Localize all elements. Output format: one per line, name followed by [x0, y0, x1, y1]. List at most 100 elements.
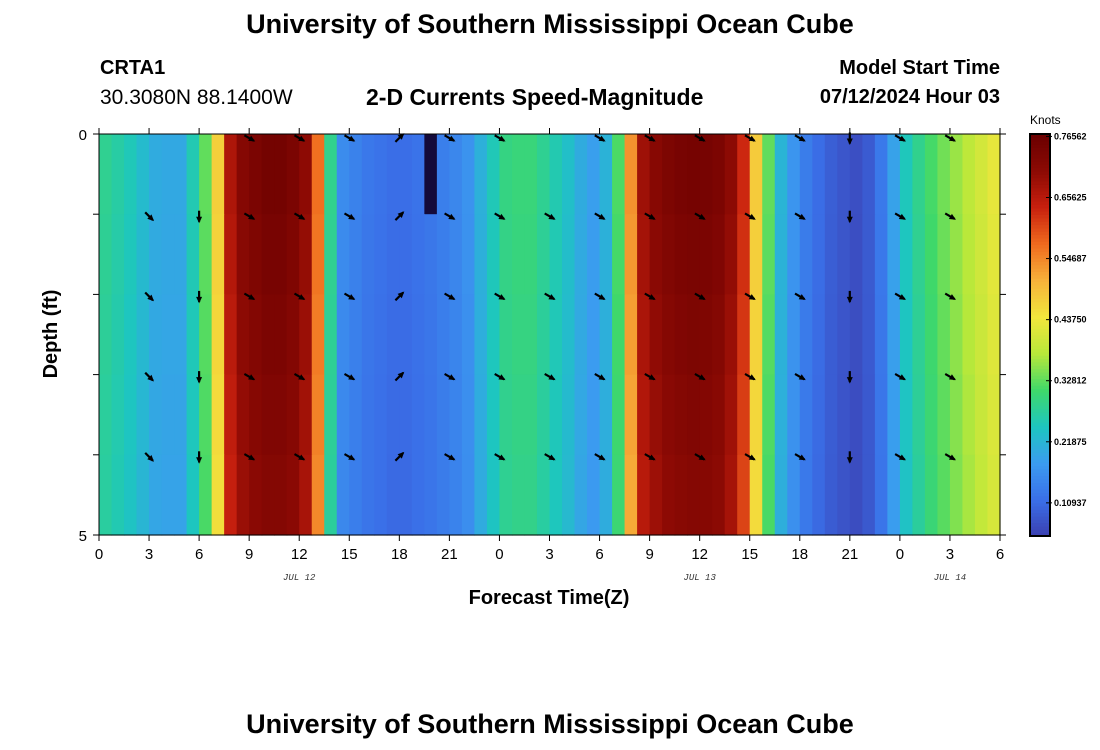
heatmap-cell [286, 374, 300, 456]
heatmap-cell [724, 294, 738, 376]
heatmap-cell [812, 374, 826, 456]
current-arrow [394, 291, 405, 302]
heatmap-cell [124, 294, 138, 376]
heatmap-cell [674, 214, 688, 295]
heatmap-cell [937, 214, 951, 295]
heatmap-cell [461, 294, 476, 376]
current-arrow-head [798, 454, 806, 461]
current-arrow-head [147, 374, 154, 382]
current-arrow [343, 134, 356, 142]
heatmap-cell [136, 134, 150, 215]
heatmap-cell [674, 134, 688, 215]
heatmap-cell [574, 454, 588, 536]
heatmap-cell [111, 454, 125, 536]
colorbar-segment [1030, 314, 1050, 319]
heatmap-cell [574, 214, 588, 295]
heatmap-cell [699, 134, 713, 215]
heatmap-cell [887, 134, 901, 215]
heatmap-cell [987, 134, 1001, 215]
x-tick-label: 12 [691, 546, 708, 563]
heatmap-cell [286, 214, 300, 295]
colorbar-segment [1030, 428, 1050, 433]
current-arrow-head [397, 371, 405, 379]
colorbar-segment [1030, 281, 1050, 286]
heatmap-cell [99, 294, 113, 376]
heatmap-cell [336, 454, 350, 536]
x-tick-label: 12 [291, 546, 308, 563]
heatmap-cell [424, 454, 438, 536]
heatmap-cell [299, 454, 313, 536]
heatmap-cell [899, 134, 913, 215]
colorbar-segment [1030, 137, 1050, 142]
current-arrow [594, 292, 606, 301]
heatmap-cell [511, 374, 526, 456]
colorbar-segment [1030, 405, 1050, 410]
heatmap-cell [849, 454, 863, 536]
heatmap-cell [174, 374, 188, 456]
colorbar-segment [1030, 418, 1050, 423]
colorbar-segment [1030, 244, 1050, 249]
colorbar-segment [1030, 485, 1050, 490]
colorbar-segment [1030, 234, 1050, 239]
heatmap-cell [837, 134, 851, 215]
heatmap-cell [236, 134, 250, 215]
colorbar-segment [1030, 412, 1050, 416]
current-arrow [544, 372, 556, 381]
x-tick-label: 6 [996, 546, 1004, 563]
heatmap-cell [599, 374, 613, 456]
colorbar-segment [1030, 519, 1050, 524]
heatmap-cell [336, 374, 350, 456]
heatmap-cell [737, 374, 751, 456]
heatmap-cell [474, 374, 488, 456]
colorbar-segment [1030, 388, 1050, 393]
heatmap-cell [324, 294, 338, 376]
heatmap-cell [762, 294, 776, 376]
current-arrow-head [598, 135, 606, 142]
heatmap-cell [987, 374, 1001, 456]
colorbar-segment [1030, 288, 1050, 293]
heatmap-cell [349, 454, 363, 536]
colorbar-segment [1030, 150, 1050, 155]
colorbar-segment [1030, 278, 1050, 282]
current-arrow [293, 212, 306, 220]
heatmap-cell [574, 134, 588, 215]
current-arrow [744, 453, 756, 461]
heatmap-cell [349, 214, 363, 295]
heatmap-cell [399, 454, 413, 536]
heatmap-cell [311, 294, 325, 376]
heatmap-cell [474, 294, 488, 376]
heatmap-cell [562, 214, 576, 295]
heatmap-cell [762, 374, 776, 456]
heatmap-cell [799, 294, 813, 376]
heatmap-cell [762, 214, 776, 295]
colorbar-segment [1030, 458, 1050, 463]
colorbar-frame [1029, 133, 1051, 537]
heatmap-cell [299, 214, 313, 295]
x-tick-label: 6 [195, 546, 203, 563]
heatmap-cell [361, 294, 375, 376]
heatmap-cell [724, 374, 738, 456]
heatmap-cell [324, 134, 338, 215]
colorbar-segment [1030, 425, 1050, 430]
heatmap-cell [161, 134, 175, 215]
colorbar-segment [1030, 331, 1050, 336]
current-arrow [794, 134, 806, 142]
heatmap-cell [399, 214, 413, 295]
colorbar-segment [1030, 522, 1050, 527]
current-arrow [343, 292, 356, 301]
current-arrow [944, 212, 956, 220]
heatmap-cell [899, 454, 913, 536]
heatmap-cell [286, 134, 300, 215]
current-arrow-head [298, 454, 306, 461]
colorbar-segment [1030, 160, 1050, 165]
colorbar-segment [1030, 241, 1050, 246]
colorbar-segment [1030, 525, 1050, 530]
current-arrow [243, 292, 256, 301]
heatmap-cell [924, 214, 939, 295]
heatmap-cell [211, 374, 225, 456]
heatmap-cell [887, 454, 901, 536]
colorbar-tick-label: 0.21875 [1054, 437, 1087, 447]
heatmap-cell [624, 134, 638, 215]
current-arrow [196, 451, 203, 464]
heatmap-cell [499, 294, 513, 376]
